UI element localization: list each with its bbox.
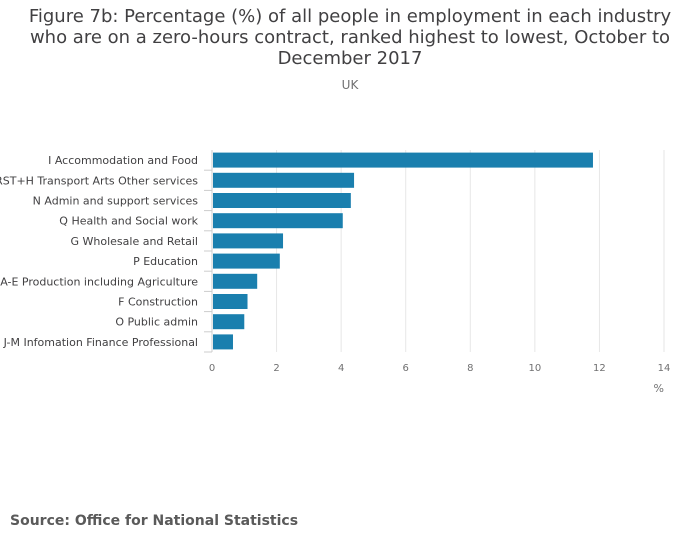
- bar[interactable]: [213, 334, 233, 350]
- bar[interactable]: [213, 193, 351, 208]
- category-label: J-M Infomation Finance Professional: [3, 336, 198, 349]
- category-label: RST+H Transport Arts Other services: [0, 174, 198, 187]
- bar[interactable]: [213, 314, 245, 330]
- x-tick-label: 6: [403, 363, 409, 374]
- gridlines: [204, 150, 665, 353]
- category-label: O Public admin: [115, 316, 198, 329]
- x-tick-label: 0: [209, 363, 215, 374]
- category-label: A-E Production including Agriculture: [0, 275, 198, 288]
- bar[interactable]: [213, 253, 280, 269]
- category-label: G Wholesale and Retail: [71, 235, 199, 248]
- bar[interactable]: [213, 213, 343, 229]
- x-tick-label: 4: [338, 363, 344, 374]
- bars: [213, 152, 593, 350]
- bar[interactable]: [213, 152, 593, 168]
- chart-subtitle: UK: [341, 78, 359, 92]
- tick-labels: 0 2 4 6 8 10 12 14: [209, 363, 671, 374]
- category-label: Q Health and Social work: [59, 215, 198, 228]
- category-label: F Construction: [118, 296, 198, 309]
- x-tick-label: 14: [658, 363, 671, 374]
- bar[interactable]: [213, 294, 248, 309]
- x-tick-label: 8: [467, 363, 473, 374]
- x-tick-label: 12: [593, 363, 606, 374]
- source-note: Source: Office for National Statistics: [10, 513, 299, 529]
- chart-title: Figure 7b: Percentage (%) of all people …: [28, 6, 672, 69]
- x-tick-label: 10: [528, 363, 541, 374]
- x-axis-label: %: [654, 382, 664, 395]
- bar[interactable]: [213, 273, 258, 289]
- x-tick-label: 2: [273, 363, 279, 374]
- category-label: P Education: [133, 255, 198, 268]
- bar[interactable]: [213, 172, 355, 188]
- category-label: I Accommodation and Food: [48, 154, 198, 167]
- category-label: N Admin and support services: [33, 195, 199, 208]
- category-labels: I Accommodation and Food RST+H Transport …: [0, 154, 199, 349]
- bar[interactable]: [213, 233, 284, 249]
